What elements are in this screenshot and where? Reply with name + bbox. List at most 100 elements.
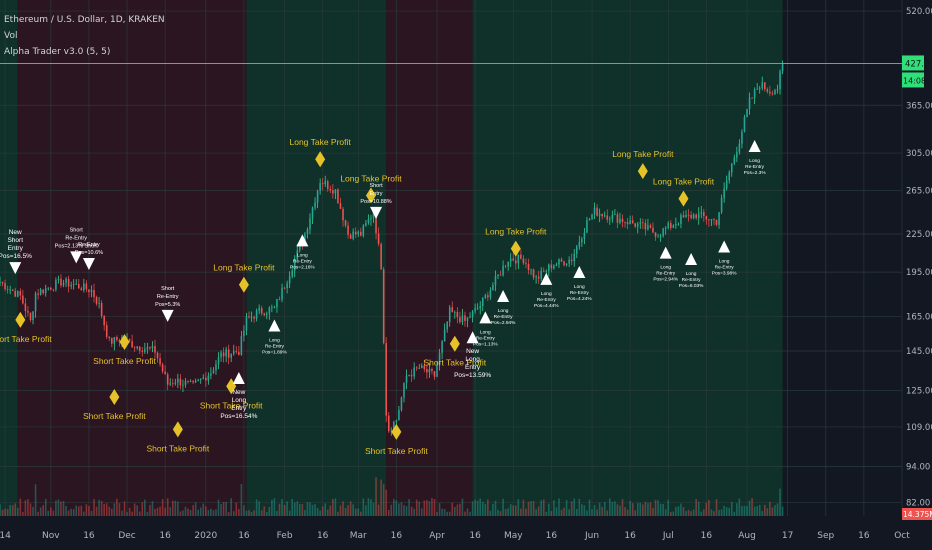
volume-bar [756, 506, 758, 516]
candle-body [309, 218, 311, 230]
take-profit-label: Long Take Profit [485, 227, 547, 237]
long-entry-label: Pos=4.44% [534, 303, 559, 309]
volume-bar [22, 511, 24, 516]
candle-body [189, 381, 192, 382]
take-profit-label: Long Take Profit [213, 263, 275, 273]
candle-body [385, 343, 387, 416]
candle-body [57, 278, 60, 281]
volume-bar [497, 509, 499, 516]
price-tick-label: 365.00 [906, 101, 932, 111]
long-entry-label: Pos=1.13% [473, 341, 498, 347]
candle-body [609, 219, 611, 221]
volume-bar [227, 511, 230, 516]
candle-body [4, 283, 6, 290]
time-tick-label: Feb [277, 531, 293, 541]
volume-bar [448, 511, 451, 516]
volume-bar [545, 511, 548, 516]
candle-body [517, 254, 520, 264]
candle-body [271, 307, 273, 309]
volume-bar [1, 509, 4, 516]
volume-bar [697, 501, 700, 516]
long-entry-label: Long [480, 329, 491, 335]
candle-body [586, 220, 588, 233]
candle-body [494, 275, 497, 286]
volume-bar [293, 502, 296, 516]
take-profit-label: Short Take Profit [200, 400, 263, 410]
long-entry-label: Pos=2.16% [290, 264, 315, 270]
volume-bar [225, 501, 227, 516]
volume-bar [177, 501, 179, 516]
volume-bar [774, 505, 776, 516]
candle-body [238, 352, 240, 355]
candle-body [339, 203, 342, 209]
candle-body [413, 367, 415, 377]
candle-body [344, 220, 347, 226]
candle-body [636, 223, 639, 227]
volume-bar [387, 509, 390, 516]
volume-bar [403, 505, 405, 516]
volume-bar [687, 509, 690, 516]
volume-bar [329, 505, 332, 516]
candle-body [362, 225, 365, 236]
volume-bar [405, 505, 408, 516]
volume-bar [499, 511, 502, 516]
volume-bar [484, 503, 487, 516]
volume-bar [715, 499, 718, 516]
candle-body [408, 375, 410, 376]
candle-body [619, 218, 621, 223]
candle-body [664, 228, 667, 230]
take-profit-label: Short Take Profit [93, 356, 156, 366]
candle-body [276, 299, 278, 308]
candle-body [644, 222, 647, 230]
long-entry-label: Re-Entry [476, 335, 496, 341]
long-entry-label: Re-Entry [656, 271, 676, 277]
volume-bar [370, 499, 372, 516]
candle-body [593, 207, 596, 215]
long-entry-label: Pos=6.03% [679, 283, 704, 289]
price-tick-label: 165.00 [906, 313, 932, 323]
time-tick-label: 16 [159, 531, 171, 541]
volume-bar [420, 508, 423, 516]
candle-body [131, 341, 133, 348]
volume-bar [522, 499, 525, 516]
candle-body [451, 307, 454, 313]
volume-bar [266, 511, 268, 516]
price-tick-label: 145.00 [906, 347, 932, 357]
candle-body [235, 351, 238, 353]
volume-bar [357, 508, 360, 516]
volume-bar [725, 507, 728, 516]
volume-bar [446, 511, 448, 516]
volume-bar [611, 501, 614, 516]
candle-body [105, 325, 108, 337]
time-tick-label: 2020 [194, 531, 217, 541]
candle-body [555, 264, 558, 267]
volume-bar [423, 500, 426, 516]
candle-body [443, 329, 446, 342]
volume-bar [466, 508, 469, 516]
volume-bar [598, 502, 601, 516]
volume-bar [105, 503, 108, 516]
long-entry-label: Long [297, 252, 308, 258]
volume-bars [0, 477, 784, 516]
candle-body [459, 317, 461, 323]
volume-bar [540, 500, 542, 516]
volume-bar [192, 505, 194, 516]
candle-body [680, 215, 682, 224]
volume-bar [65, 505, 67, 516]
candle-body [433, 371, 436, 377]
volume-bar [410, 506, 413, 516]
candle-body [83, 283, 85, 291]
candle-body [253, 316, 255, 319]
time-tick-label: Dec [118, 531, 135, 541]
volume-bar [93, 498, 95, 516]
candle-body [299, 243, 301, 251]
candle-body [141, 350, 144, 352]
volume-bar [179, 511, 182, 516]
volume-bar [652, 507, 654, 516]
candle-body [626, 222, 629, 225]
volume-bar [217, 499, 220, 516]
candle-body [316, 190, 319, 203]
candle-body [456, 311, 459, 318]
volume-bar [128, 507, 131, 516]
